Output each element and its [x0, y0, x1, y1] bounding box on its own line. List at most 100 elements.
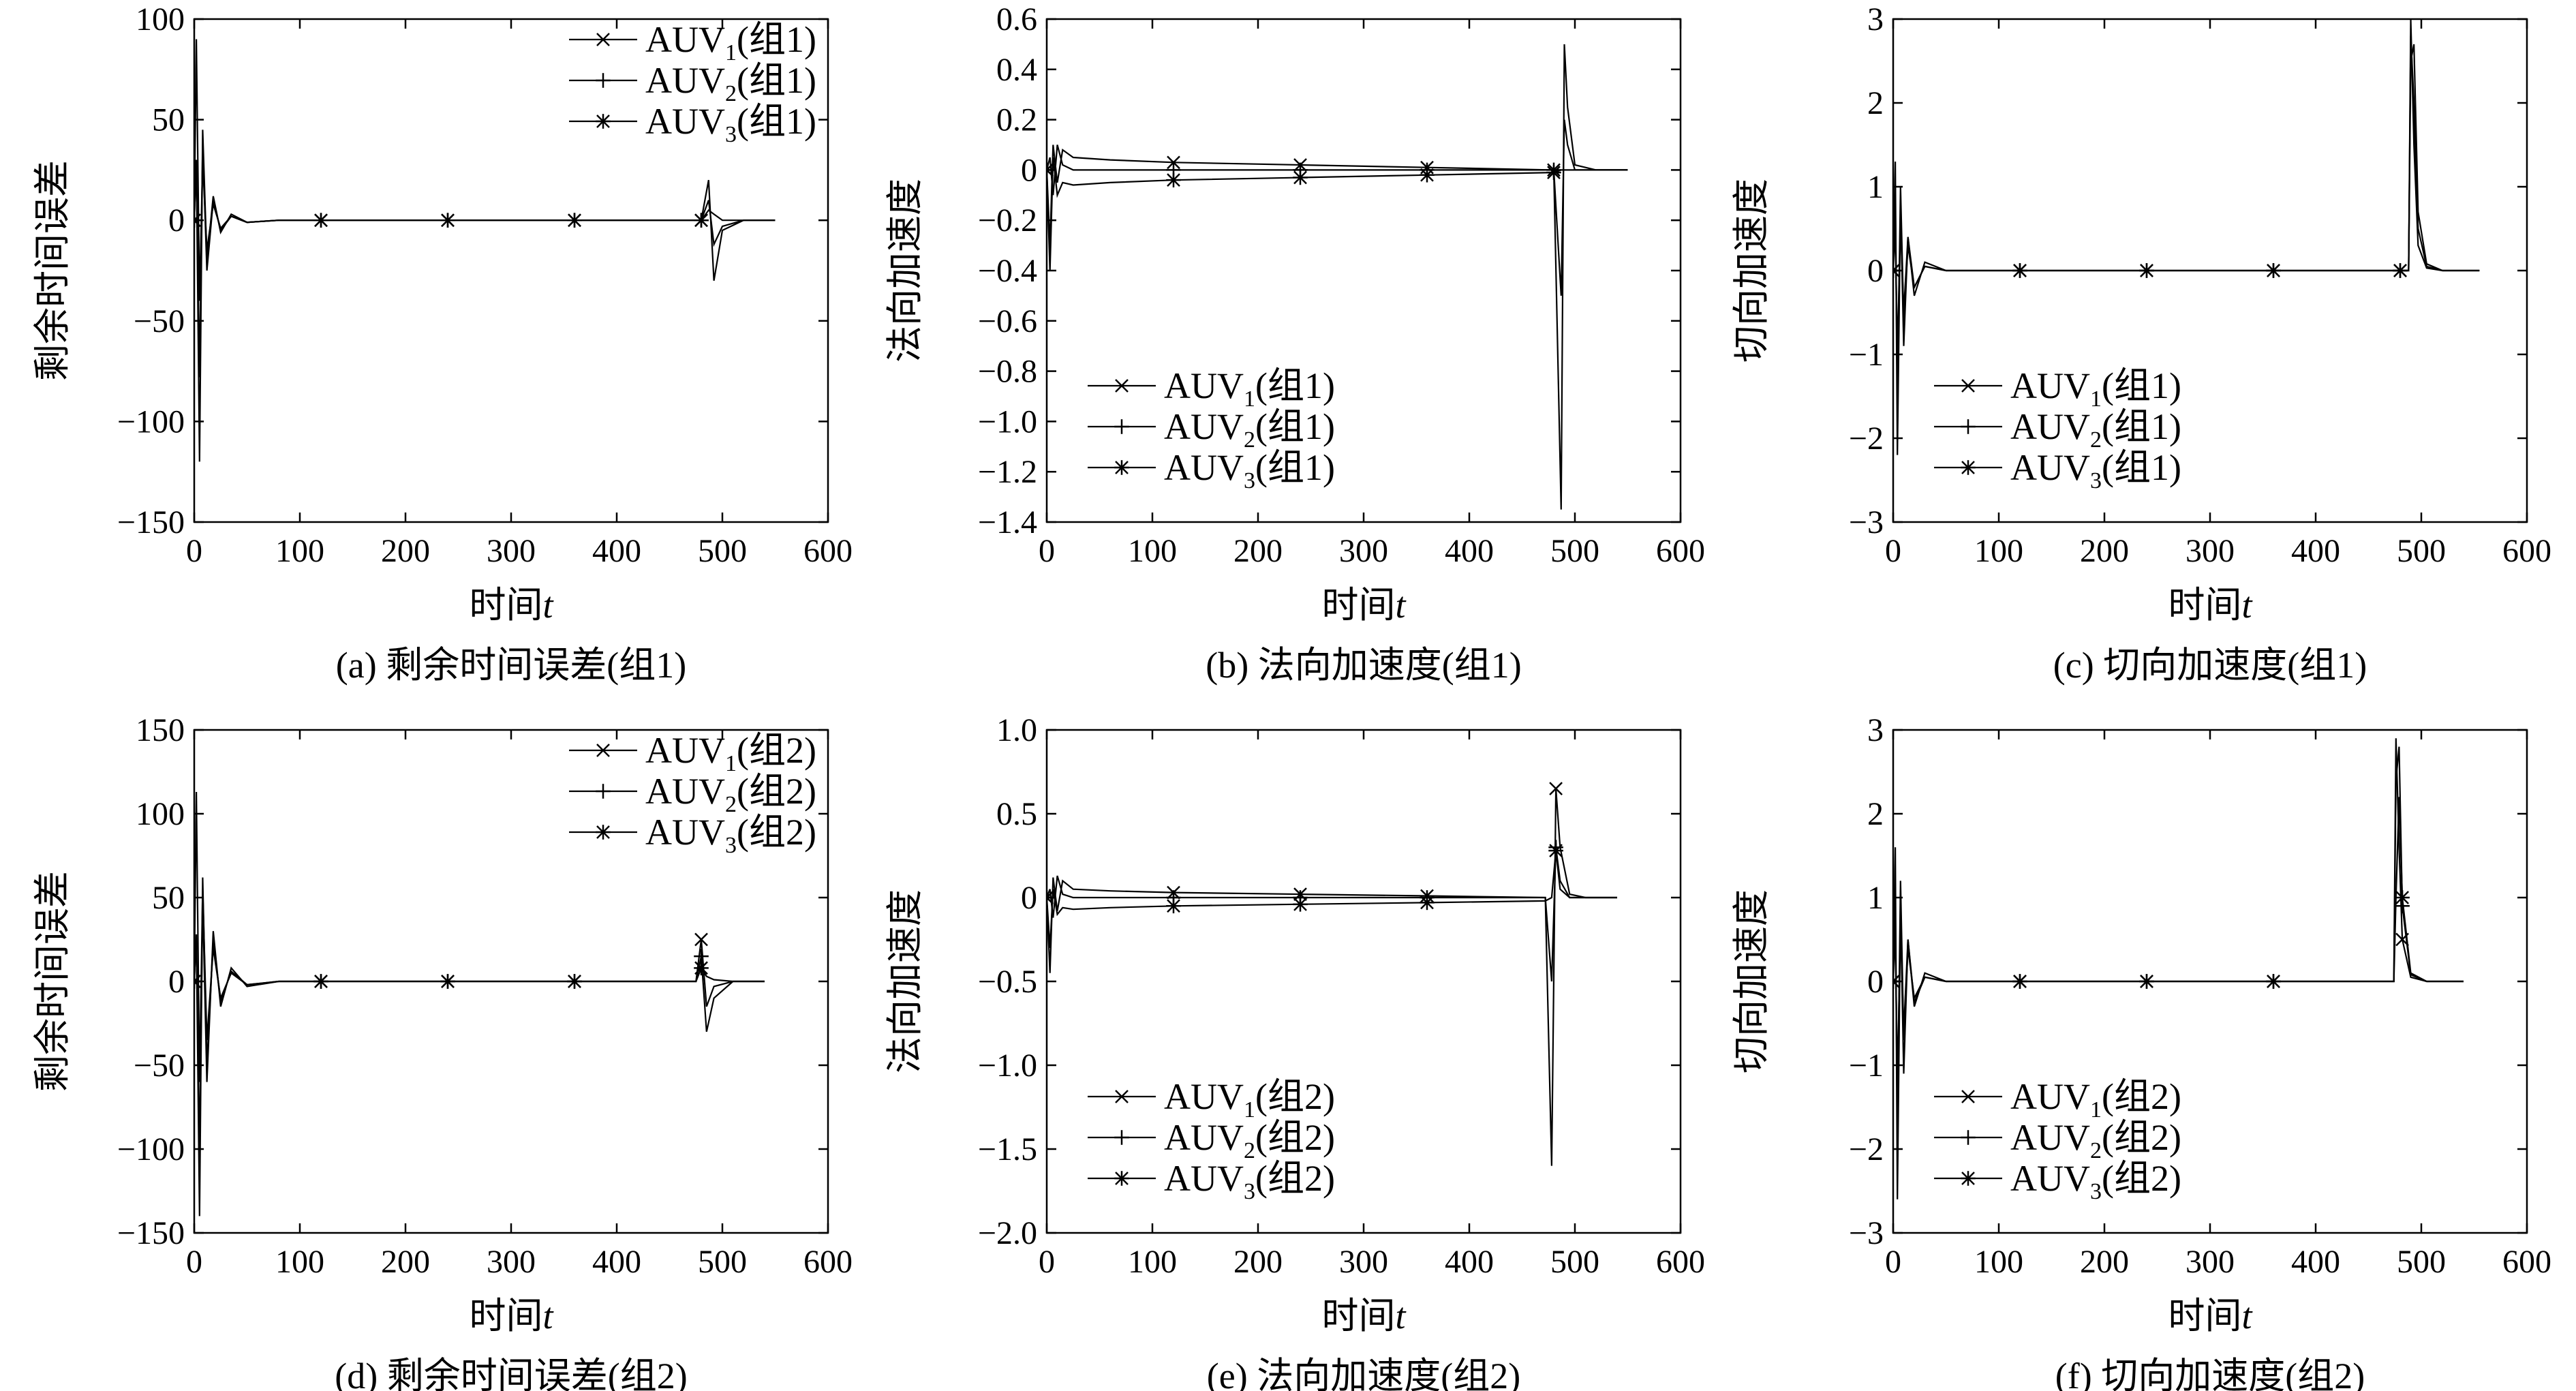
y-tick-label: −3 — [1849, 1215, 1884, 1251]
y-tick-label: −3 — [1849, 504, 1884, 540]
y-tick-label: 0 — [1021, 880, 1037, 916]
panel-caption: (b) 法向加速度(组1) — [1206, 645, 1521, 686]
y-tick-label: −50 — [134, 303, 185, 339]
legend-label: AUV3(组1) — [645, 101, 816, 147]
series-auv2 — [194, 877, 765, 1217]
x-tick-label: 100 — [275, 533, 324, 569]
y-tick-label: −50 — [134, 1048, 185, 1084]
legend-label: AUV1(组1) — [2010, 365, 2181, 412]
y-axis-label: 法向加速度 — [885, 179, 925, 363]
panel-caption: (f) 切向加速度(组2) — [2055, 1356, 2365, 1391]
legend-label: AUV1(组2) — [645, 730, 816, 776]
y-tick-label: −1.4 — [978, 504, 1037, 540]
legend-marker — [1114, 1130, 1129, 1145]
legend: AUV1(组1)AUV2(组1)AUV3(组1) — [569, 19, 816, 147]
x-tick-label: 600 — [2502, 1244, 2551, 1280]
panel-f: 0 100 200 300 400 500 600 −3 −2 −1 0 1 2 3 时间t 切向加速度 (f)… — [1731, 712, 2551, 1391]
x-tick-label: 200 — [1233, 1244, 1283, 1280]
y-tick-label: 50 — [152, 102, 185, 138]
legend: AUV1(组2)AUV2(组2)AUV3(组2) — [1934, 1076, 2181, 1204]
x-tick-label: 600 — [1656, 533, 1705, 569]
data-marker — [694, 213, 709, 228]
y-tick-label: −2.0 — [978, 1215, 1037, 1251]
series-line-auv1 — [1893, 35, 2480, 455]
x-tick-label: 0 — [186, 533, 202, 569]
legend: AUV1(组1)AUV2(组1)AUV3(组1) — [1088, 365, 1335, 493]
x-tick-label: 300 — [2186, 533, 2235, 569]
data-marker — [2395, 890, 2410, 905]
y-tick-label: 0.2 — [996, 102, 1037, 138]
x-tick-label: 100 — [1974, 533, 2023, 569]
series-line-auv2 — [1893, 44, 2480, 405]
legend-label: AUV2(组1) — [645, 60, 816, 106]
plot-frame — [1045, 729, 1682, 1234]
legend-entry-auv3: AUV3(组1) — [1934, 447, 2181, 493]
y-tick-label: 0 — [1867, 964, 1884, 1000]
x-tick-label: 0 — [1039, 1244, 1055, 1280]
data-marker — [1549, 782, 1563, 795]
legend-marker — [596, 744, 610, 757]
x-tick-label: 400 — [1445, 533, 1494, 569]
data-marker — [1047, 162, 1054, 178]
data-marker — [1893, 263, 1901, 278]
y-tick-label: −0.8 — [978, 354, 1037, 390]
y-tick-label: 2 — [1867, 796, 1884, 832]
x-tick-label: 600 — [1656, 1244, 1705, 1280]
y-tick-label: 0.4 — [996, 52, 1037, 88]
x-tick-label: 400 — [2291, 1244, 2340, 1280]
x-tick-label: 200 — [381, 1244, 430, 1280]
legend-entry-auv1: AUV1(组2) — [1088, 1076, 1335, 1122]
y-axis-label: 剩余时间误差 — [32, 871, 73, 1092]
series-auv1 — [1893, 35, 2480, 455]
series-auv3 — [1893, 797, 2464, 1082]
x-axis-label: 时间t — [1321, 1296, 1407, 1336]
series-auv3 — [194, 143, 776, 378]
legend-marker — [1114, 460, 1129, 475]
y-axis-label: 剩余时间误差 — [32, 160, 73, 381]
x-axis-label-var: t — [2241, 585, 2253, 626]
legend-entry-auv3: AUV3(组2) — [1088, 1158, 1335, 1204]
data-marker — [1047, 890, 1054, 905]
legend: AUV1(组2)AUV2(组2)AUV3(组2) — [1088, 1076, 1335, 1204]
x-tick-label: 100 — [1974, 1244, 2023, 1280]
series-line-auv3 — [1047, 850, 1617, 948]
series-line-auv3 — [1893, 19, 2480, 355]
y-tick-label: 100 — [136, 1, 185, 37]
x-tick-label: 400 — [592, 533, 641, 569]
data-marker — [2393, 263, 2408, 278]
y-tick-label: −1 — [1849, 1048, 1884, 1084]
series-line-auv2 — [194, 129, 776, 462]
x-axis-label-var: t — [1395, 585, 1407, 626]
y-tick-label: −0.5 — [978, 964, 1037, 1000]
data-marker — [694, 932, 708, 947]
series-auv2 — [1047, 840, 1617, 982]
x-tick-label: 0 — [1885, 533, 1901, 569]
x-tick-label: 100 — [275, 1244, 324, 1280]
data-marker — [2139, 263, 2154, 278]
x-tick-label: 200 — [381, 533, 430, 569]
legend-entry-auv1: AUV1(组1) — [569, 19, 816, 65]
panel-c: 0 100 200 300 400 500 600 −3 −2 −1 0 1 2 3 时间t 切向加速度 (c)… — [1731, 1, 2551, 686]
x-tick-label: 400 — [592, 1244, 641, 1280]
y-tick-label: −2 — [1849, 421, 1884, 457]
data-marker — [1293, 897, 1308, 912]
legend-entry-auv2: AUV2(组2) — [1088, 1117, 1335, 1163]
legend-label: AUV3(组2) — [645, 812, 816, 858]
legend-entry-auv1: AUV1(组2) — [1934, 1076, 2181, 1122]
panel-caption: (d) 剩余时间误差(组2) — [335, 1356, 687, 1391]
legend-marker — [1115, 379, 1129, 393]
data-marker — [2266, 974, 2281, 989]
x-tick-label: 600 — [2502, 533, 2551, 569]
data-marker — [1420, 895, 1435, 911]
x-tick-label: 600 — [803, 1244, 853, 1280]
data-marker — [1166, 898, 1181, 914]
series-line-auv2 — [1893, 746, 2464, 1133]
y-tick-label: 100 — [136, 796, 185, 832]
series-auv2 — [1893, 746, 2464, 1133]
x-tick-label: 200 — [1233, 533, 1283, 569]
x-tick-label: 400 — [1445, 1244, 1494, 1280]
x-tick-label: 500 — [2397, 533, 2446, 569]
x-tick-label: 300 — [487, 1244, 536, 1280]
x-tick-label: 0 — [1885, 1244, 1901, 1280]
legend-marker — [596, 73, 611, 88]
